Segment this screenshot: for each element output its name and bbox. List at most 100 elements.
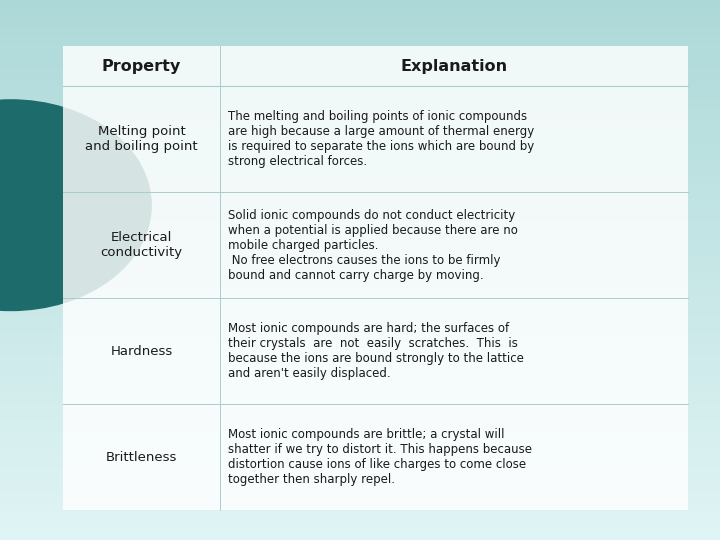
Bar: [0, 374, 720, 378]
Bar: [0, 387, 720, 392]
Bar: [0, 306, 720, 310]
Bar: [0, 284, 720, 288]
Bar: [0, 252, 720, 256]
Bar: [0, 45, 720, 50]
Bar: [0, 441, 720, 445]
Bar: [0, 423, 720, 428]
Bar: [0, 288, 720, 293]
Bar: [0, 68, 720, 72]
Bar: [0, 266, 720, 270]
Bar: [0, 392, 720, 396]
Bar: [0, 446, 720, 450]
Bar: [0, 450, 720, 455]
Bar: [0, 50, 720, 54]
Bar: [0, 230, 720, 234]
Text: Solid ionic compounds do not conduct electricity
when a potential is applied bec: Solid ionic compounds do not conduct ele…: [228, 209, 518, 282]
Bar: [0, 126, 720, 131]
Bar: [0, 239, 720, 243]
Bar: [0, 522, 720, 526]
Bar: [0, 23, 720, 27]
Bar: [0, 112, 720, 117]
Bar: [0, 171, 720, 176]
Bar: [0, 347, 720, 351]
Bar: [0, 378, 720, 382]
Bar: [0, 148, 720, 153]
Bar: [0, 180, 720, 185]
Bar: [0, 274, 720, 279]
Bar: [0, 193, 720, 198]
Bar: [0, 338, 720, 342]
Bar: [0, 58, 720, 63]
Bar: [0, 104, 720, 108]
Bar: [0, 220, 720, 225]
Bar: [0, 40, 720, 45]
Text: Electrical
conductivity: Electrical conductivity: [100, 231, 183, 259]
Bar: [0, 405, 720, 409]
Bar: [0, 369, 720, 374]
Bar: [0, 4, 720, 9]
Bar: [0, 77, 720, 81]
Bar: [0, 409, 720, 414]
Bar: [0, 189, 720, 193]
Bar: [0, 495, 720, 500]
Bar: [0, 243, 720, 247]
Bar: [0, 207, 720, 212]
Bar: [0, 166, 720, 171]
Text: Most ionic compounds are hard; the surfaces of
their crystals  are  not  easily : Most ionic compounds are hard; the surfa…: [228, 322, 524, 380]
Bar: [0, 432, 720, 436]
Bar: [0, 81, 720, 85]
Bar: [0, 342, 720, 347]
Bar: [0, 117, 720, 122]
Bar: [0, 158, 720, 162]
Bar: [0, 509, 720, 513]
Bar: [0, 401, 720, 405]
Bar: [0, 54, 720, 58]
Bar: [0, 122, 720, 126]
Bar: [0, 198, 720, 202]
Bar: [0, 364, 720, 369]
Bar: [0, 477, 720, 482]
Bar: [0, 279, 720, 284]
Bar: [0, 414, 720, 418]
Bar: [0, 436, 720, 441]
Bar: [0, 513, 720, 517]
Text: Brittleness: Brittleness: [106, 451, 177, 464]
Text: Property: Property: [102, 59, 181, 73]
Bar: [0, 418, 720, 423]
Text: The melting and boiling points of ionic compounds
are high because a large amoun: The melting and boiling points of ionic …: [228, 110, 534, 168]
Bar: [0, 14, 720, 18]
Bar: [0, 27, 720, 31]
Bar: [0, 517, 720, 522]
Bar: [0, 36, 720, 40]
Bar: [0, 486, 720, 490]
Bar: [0, 536, 720, 540]
Bar: [0, 85, 720, 90]
Bar: [0, 225, 720, 229]
Bar: [0, 31, 720, 36]
Bar: [0, 0, 720, 4]
Bar: [0, 256, 720, 261]
Bar: [0, 153, 720, 158]
Bar: [0, 162, 720, 166]
Bar: [0, 333, 720, 338]
Bar: [0, 455, 720, 459]
Bar: [0, 212, 720, 216]
Bar: [0, 293, 720, 297]
Bar: [0, 459, 720, 463]
Bar: [0, 320, 720, 324]
Text: Melting point
and boiling point: Melting point and boiling point: [85, 125, 198, 153]
Bar: [63, 46, 688, 510]
Bar: [0, 131, 720, 135]
Bar: [0, 202, 720, 207]
Bar: [0, 270, 720, 274]
Bar: [0, 261, 720, 266]
Text: Most ionic compounds are brittle; a crystal will
shatter if we try to distort it: Most ionic compounds are brittle; a crys…: [228, 428, 532, 487]
Bar: [0, 428, 720, 432]
Bar: [0, 185, 720, 189]
Bar: [0, 310, 720, 315]
Bar: [0, 139, 720, 144]
Bar: [0, 144, 720, 148]
Bar: [0, 328, 720, 333]
Bar: [0, 99, 720, 104]
Bar: [0, 315, 720, 320]
